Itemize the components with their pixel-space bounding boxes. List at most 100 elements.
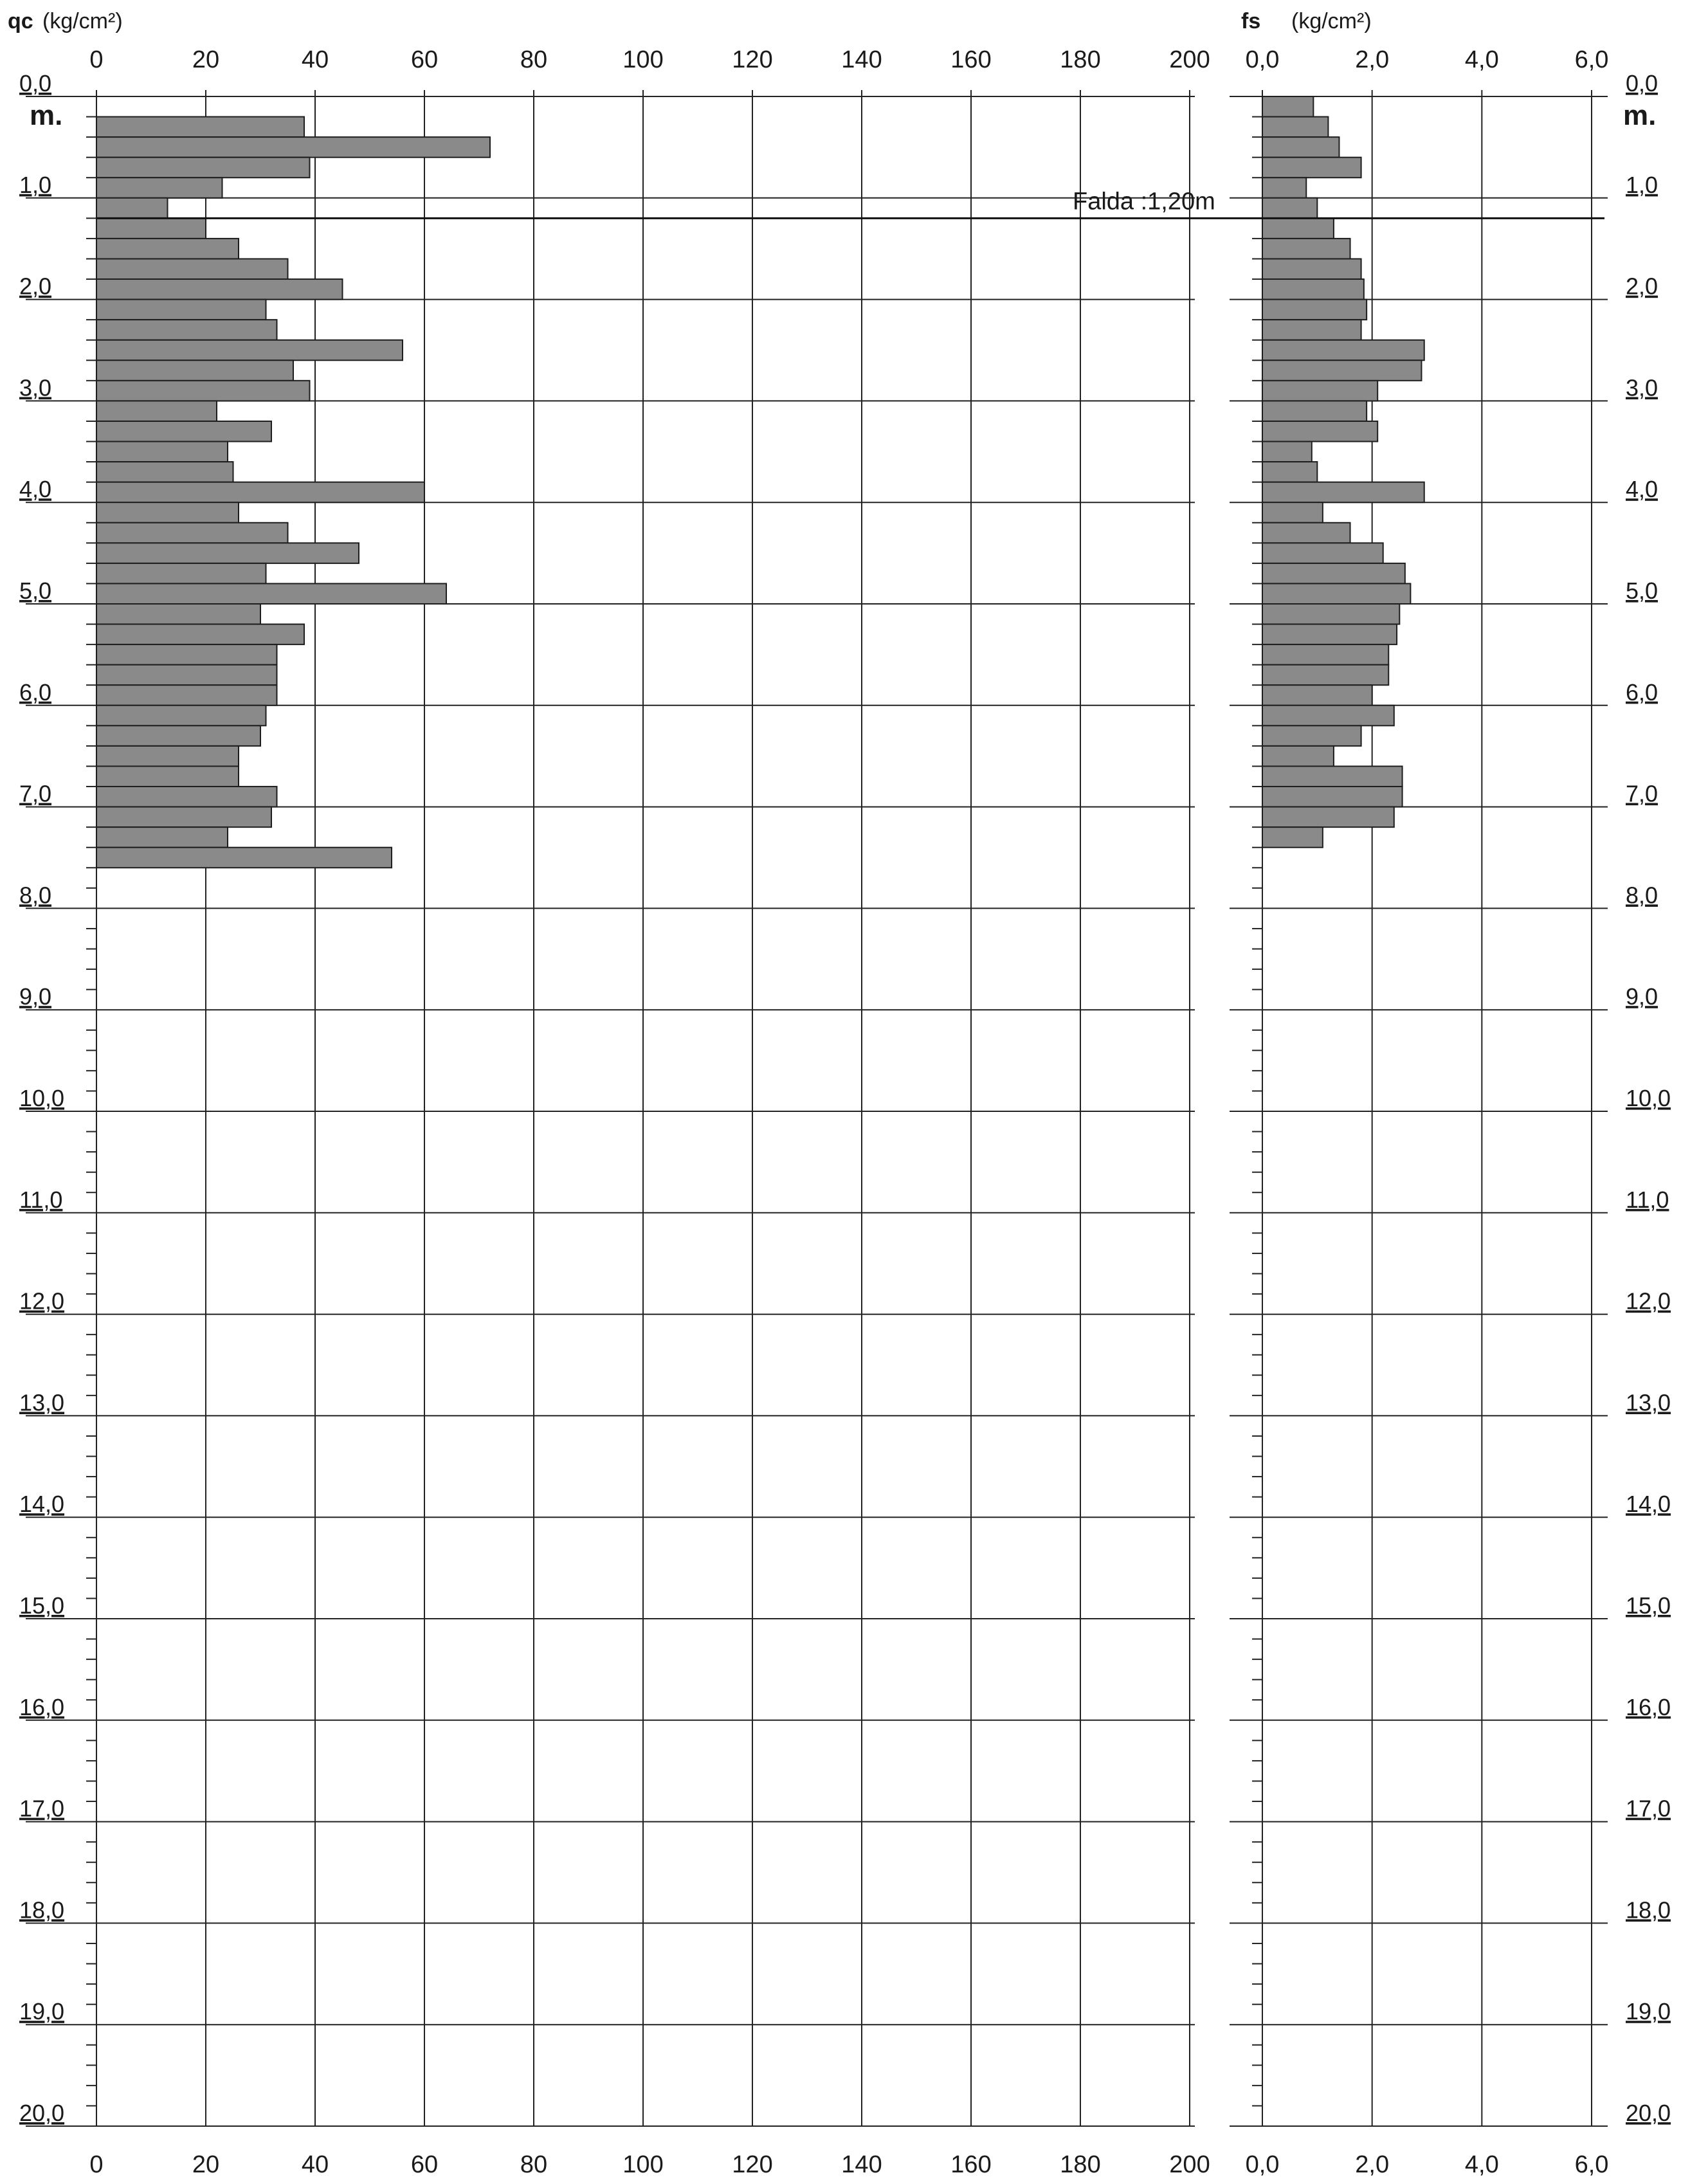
qc-bar	[96, 116, 305, 138]
fs-bar	[1262, 400, 1368, 422]
fs-x-tick-top: 4,0	[1465, 46, 1499, 73]
qc-x-tick-top: 140	[841, 46, 882, 73]
qc-bar	[96, 664, 278, 686]
qc-x-tick-top: 100	[622, 46, 663, 73]
qc-x-tick-bottom: 100	[622, 2151, 663, 2178]
qc-depth-tick: 5,0	[19, 578, 51, 604]
fs-bar	[1262, 583, 1412, 605]
qc-bar	[96, 603, 261, 625]
qc-bar	[96, 258, 289, 280]
fs-bar	[1262, 684, 1373, 706]
fs-bar	[1262, 765, 1403, 788]
qc-depth-tick: 13,0	[19, 1389, 64, 1415]
fs-x-tick-top: 6,0	[1575, 46, 1609, 73]
fs-bar	[1262, 136, 1340, 158]
qc-bar	[96, 725, 261, 747]
qc-bar	[96, 278, 343, 300]
qc-bar	[96, 522, 289, 544]
fs-bar	[1262, 786, 1403, 808]
fs-depth-tick: 10,0	[1626, 1085, 1671, 1111]
fs-bar	[1262, 806, 1395, 828]
fs-depth-tick: 16,0	[1626, 1694, 1671, 1720]
fs-bar	[1262, 481, 1425, 504]
tick-layer: 0 0 20 20 40 40 60 60 80 80 100 100 120 120 140 140 160 1…	[19, 46, 1671, 2178]
fs-x-tick-bottom: 2,0	[1355, 2151, 1389, 2178]
fs-bar	[1262, 156, 1362, 179]
fs-depth-tick: 0,0	[1626, 70, 1658, 96]
qc-x-tick-bottom: 80	[520, 2151, 547, 2178]
fs-depth-tick: 7,0	[1626, 781, 1658, 807]
fs-depth-tick: 8,0	[1626, 882, 1658, 908]
fs-depth-tick: 19,0	[1626, 1998, 1671, 2025]
qc-bar	[96, 197, 168, 219]
fs-bar	[1262, 826, 1323, 848]
fs-depth-tick: 9,0	[1626, 983, 1658, 1010]
qc-depth-tick: 19,0	[19, 1998, 64, 2025]
fs-bar	[1262, 298, 1368, 321]
qc-bar	[96, 359, 294, 381]
fs-bar	[1262, 177, 1307, 199]
fs-bar	[1262, 319, 1362, 341]
fs-axis-unit: (kg/cm²)	[1291, 9, 1372, 33]
qc-bar	[96, 786, 278, 808]
qc-x-tick-bottom: 20	[192, 2151, 219, 2178]
fs-bar	[1262, 96, 1314, 118]
qc-x-tick-bottom: 60	[411, 2151, 438, 2178]
qc-depth-tick: 15,0	[19, 1592, 64, 1619]
qc-x-tick-top: 20	[192, 46, 219, 73]
qc-bar	[96, 502, 239, 523]
qc-x-tick-top: 60	[411, 46, 438, 73]
qc-bar	[96, 420, 272, 442]
fs-depth-tick: 20,0	[1626, 2100, 1671, 2126]
qc-x-tick-bottom: 160	[950, 2151, 991, 2178]
qc-bar	[96, 644, 278, 666]
qc-x-tick-top: 200	[1169, 46, 1210, 73]
fs-bar	[1262, 278, 1365, 300]
fs-bar	[1262, 461, 1318, 483]
fs-depth-tick: 12,0	[1626, 1288, 1671, 1315]
fs-x-tick-bottom: 6,0	[1575, 2151, 1609, 2178]
qc-x-tick-top: 180	[1060, 46, 1100, 73]
fs-bar	[1262, 623, 1398, 646]
fs-bar	[1262, 603, 1401, 625]
qc-x-tick-top: 120	[732, 46, 772, 73]
qc-bar	[96, 298, 267, 321]
fs-x-tick-bottom: 4,0	[1465, 2151, 1499, 2178]
qc-depth-tick: 17,0	[19, 1796, 64, 1822]
qc-bar	[96, 136, 491, 158]
qc-bar	[96, 177, 223, 199]
fs-depth-tick: 13,0	[1626, 1389, 1671, 1415]
fs-bars	[1262, 96, 1425, 848]
qc-depth-tick: 9,0	[19, 983, 51, 1010]
qc-bar	[96, 237, 239, 260]
qc-depth-tick: 0,0	[19, 70, 51, 96]
fs-depth-tick: 2,0	[1626, 273, 1658, 300]
qc-bar	[96, 826, 228, 848]
fs-bar	[1262, 704, 1395, 727]
fs-bar	[1262, 725, 1362, 747]
qc-bar	[96, 684, 278, 706]
fs-depth-tick: 4,0	[1626, 476, 1658, 502]
fs-bar	[1262, 745, 1334, 767]
fs-bar	[1262, 258, 1362, 280]
falda-annotation: Falda :1,20m	[1073, 188, 1215, 215]
fs-depth-tick: 3,0	[1626, 374, 1658, 401]
qc-bar	[96, 400, 217, 422]
fs-bar	[1262, 359, 1422, 381]
fs-bar	[1262, 237, 1351, 260]
fs-bar	[1262, 502, 1323, 523]
qc-depth-tick: 20,0	[19, 2100, 64, 2126]
qc-bars	[96, 116, 491, 869]
qc-depth-tick: 3,0	[19, 374, 51, 401]
fs-depth-unit: m.	[1623, 100, 1656, 131]
fs-depth-tick: 14,0	[1626, 1491, 1671, 1517]
qc-axis-symbol: qc	[8, 9, 33, 33]
fs-depth-tick: 5,0	[1626, 578, 1658, 604]
qc-bar	[96, 319, 278, 341]
qc-x-tick-bottom: 0	[89, 2151, 103, 2178]
fs-bar	[1262, 562, 1406, 585]
qc-depth-tick: 18,0	[19, 1897, 64, 1923]
qc-x-tick-bottom: 120	[732, 2151, 772, 2178]
qc-bar	[96, 481, 425, 504]
